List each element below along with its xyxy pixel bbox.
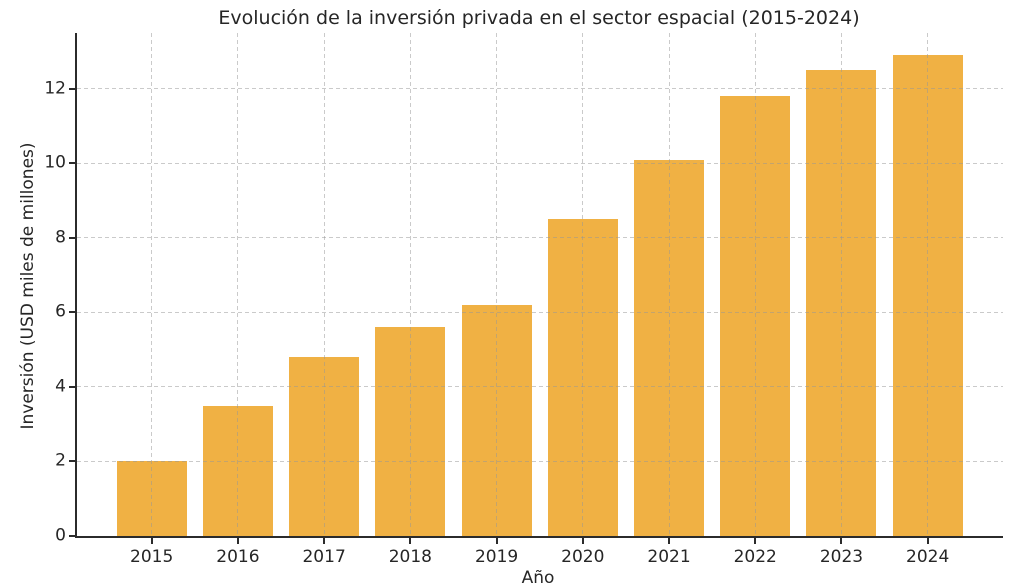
gridline-x-2016 <box>237 33 239 536</box>
x-tick-label-2022: 2022 <box>733 547 777 567</box>
x-tick-label-2021: 2021 <box>647 547 691 567</box>
x-tick-label-2018: 2018 <box>388 547 432 567</box>
x-tick-label-2017: 2017 <box>302 547 346 567</box>
y-tick-label-6: 6 <box>55 301 66 322</box>
x-tick-mark-2017 <box>323 538 326 544</box>
x-axis-label: Año <box>521 568 555 588</box>
y-tick-mark-8 <box>69 236 75 239</box>
x-tick-mark-2022 <box>754 538 757 544</box>
x-tick-mark-2020 <box>581 538 584 544</box>
chart-title: Evolución de la inversión privada en el … <box>218 7 860 29</box>
x-tick-label-2023: 2023 <box>819 547 864 567</box>
x-tick-label-2016: 2016 <box>216 547 260 567</box>
gridline-x-2024 <box>927 33 929 536</box>
gridline-x-2023 <box>840 33 842 536</box>
y-tick-label-10: 10 <box>44 152 66 173</box>
x-tick-label-2019: 2019 <box>474 547 519 567</box>
gridline-y-4 <box>77 386 1003 388</box>
gridline-x-2015 <box>151 33 153 536</box>
plot-area <box>75 33 1003 538</box>
y-tick-label-4: 4 <box>55 376 66 397</box>
y-tick-label-8: 8 <box>55 227 66 248</box>
gridline-y-6 <box>77 311 1003 313</box>
x-tick-mark-2019 <box>495 538 498 544</box>
x-tick-mark-2016 <box>236 538 239 544</box>
x-tick-mark-2021 <box>668 538 671 544</box>
y-tick-mark-6 <box>69 311 75 314</box>
x-tick-mark-2015 <box>150 538 153 544</box>
y-tick-mark-4 <box>69 385 75 388</box>
x-tick-label-2015: 2015 <box>130 547 174 567</box>
y-tick-label-12: 12 <box>44 78 66 99</box>
x-tick-mark-2024 <box>926 538 929 544</box>
y-tick-mark-10 <box>69 162 75 165</box>
gridline-y-8 <box>77 237 1003 239</box>
gridline-x-2022 <box>754 33 756 536</box>
gridline-y-10 <box>77 162 1003 164</box>
x-tick-mark-2023 <box>840 538 843 544</box>
gridline-x-2017 <box>323 33 325 536</box>
y-tick-mark-12 <box>69 87 75 90</box>
gridline-y-2 <box>77 460 1003 462</box>
y-tick-mark-2 <box>69 460 75 463</box>
x-tick-label-2024: 2024 <box>906 547 950 567</box>
gridline-x-2021 <box>668 33 670 536</box>
y-tick-label-2: 2 <box>55 450 66 471</box>
gridline-x-2020 <box>582 33 584 536</box>
gridline-y-12 <box>77 88 1003 90</box>
x-tick-label-2020: 2020 <box>561 547 605 567</box>
y-tick-mark-0 <box>69 535 75 537</box>
gridline-x-2019 <box>496 33 498 536</box>
y-tick-label-0: 0 <box>55 525 66 546</box>
x-tick-mark-2018 <box>409 538 412 544</box>
gridline-x-2018 <box>409 33 411 536</box>
